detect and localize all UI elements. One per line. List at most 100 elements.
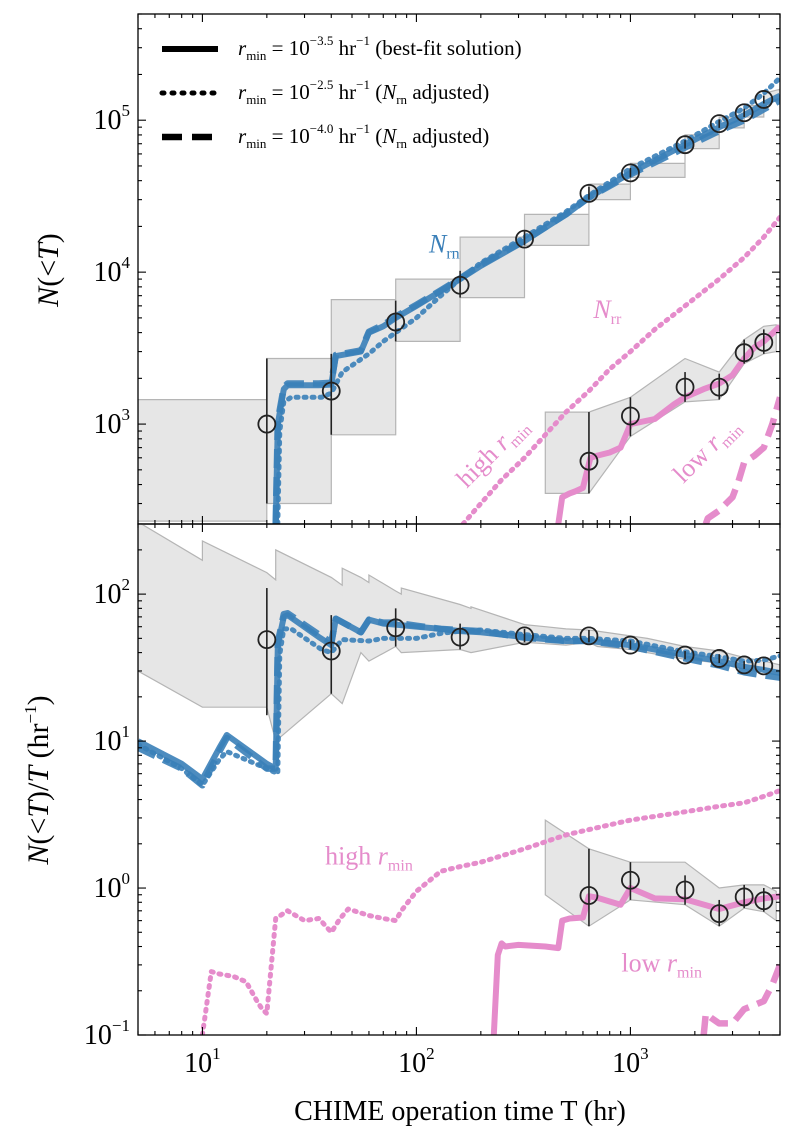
rn-point-1	[321, 353, 341, 435]
series-line-1	[275, 75, 780, 524]
top-series-lines	[272, 75, 780, 524]
tick-exponent: 3	[640, 1044, 649, 1063]
ylabel-unit-exp: −1	[21, 705, 40, 723]
top-data-points	[257, 90, 774, 504]
tick-base: 10	[184, 1048, 212, 1079]
legend-label-solid: rmin = 10−3.5 hr−1 (best-fit solution)	[238, 33, 522, 63]
legend-note-N: N	[381, 124, 397, 148]
legend-unit: hr	[333, 36, 356, 60]
rr-point-1	[621, 862, 640, 900]
x-axis-label: CHIME operation time T (hr)	[294, 1096, 626, 1127]
rn-point-10	[754, 656, 774, 676]
legend-note-open: (	[370, 124, 382, 148]
ylabel-T: T	[22, 799, 55, 818]
tick-exponent: 2	[426, 1044, 435, 1063]
ylabel-paren: (<	[22, 818, 55, 845]
data-marker	[734, 887, 754, 907]
ylabel-symbol: N	[32, 285, 65, 308]
rr-point-1	[621, 397, 640, 437]
legend-eq: = 10	[266, 80, 309, 104]
data-marker	[754, 90, 774, 109]
legend-r: r	[238, 80, 247, 104]
tick-exponent: 0	[122, 869, 131, 888]
legend-note-sub: rn	[396, 92, 407, 107]
annotation-word: low	[621, 949, 667, 978]
legend-exp: −3.5	[310, 33, 334, 48]
rn-point-0	[257, 358, 277, 504]
data-marker	[386, 618, 406, 638]
rn-point-7	[675, 645, 695, 665]
rr-point-2	[675, 372, 695, 402]
rn-point-7	[675, 135, 695, 155]
ylabel-paren-close: )	[32, 233, 65, 243]
data-marker	[734, 103, 754, 123]
data-marker	[709, 649, 729, 668]
tick-exponent: 1	[122, 722, 131, 741]
rr-point-0	[579, 848, 599, 927]
ylabel-paren: (<	[32, 260, 65, 287]
data-marker	[709, 377, 729, 397]
legend-eq: = 10	[266, 36, 309, 60]
annotation-subscript: rn	[446, 245, 459, 262]
data-marker	[675, 880, 695, 900]
data-marker	[579, 626, 599, 646]
legend-note-open: (	[370, 80, 382, 104]
tick-base: 10	[612, 1048, 640, 1079]
data-marker	[579, 451, 599, 471]
legend-unit-exp: −1	[356, 33, 370, 48]
data-marker	[515, 229, 534, 249]
rr-point-2	[675, 875, 695, 905]
annotation-symbol: r	[378, 841, 389, 870]
ylabel-symbol: N	[22, 843, 55, 866]
tick-exponent: 1	[212, 1044, 221, 1063]
legend-unit: hr	[333, 124, 356, 148]
annotation-subscript: min	[388, 857, 413, 874]
rn-point-10	[754, 90, 774, 109]
legend-note-sub: rn	[396, 136, 407, 151]
legend-sub: min	[246, 48, 267, 63]
y-tick-label-2: 105	[94, 101, 131, 136]
rr-point-3	[709, 899, 729, 927]
series-line-4	[460, 214, 780, 524]
rn-point-6	[621, 635, 640, 655]
data-marker	[621, 163, 640, 183]
tick-base: 10	[94, 726, 122, 757]
annotation-1: Nrr	[592, 295, 622, 328]
series-line-2	[272, 97, 780, 524]
data-marker	[579, 886, 599, 905]
data-marker	[321, 381, 341, 401]
tick-base: 10	[398, 1048, 426, 1079]
y-tick-label-0: 10−1	[84, 1016, 130, 1051]
rn-point-9	[734, 655, 754, 675]
annotation-word: high	[325, 841, 378, 870]
rn-point-5	[579, 626, 599, 646]
bottom-data-points	[257, 588, 774, 927]
annotation-symbol: N	[428, 229, 448, 258]
rn-point-8	[709, 649, 729, 668]
legend-sub: min	[246, 136, 267, 151]
bottom-y-axis-label: N(<T)/T (hr−1)	[21, 695, 55, 865]
series-line-1	[138, 626, 780, 788]
rr-point-4	[734, 339, 754, 364]
rn-point-6	[621, 163, 640, 183]
annotation-0: Nrn	[428, 229, 460, 262]
ylabel-unit: (hr	[22, 723, 55, 765]
legend-r: r	[238, 36, 247, 60]
data-marker	[754, 332, 774, 352]
tick-exponent: 3	[122, 405, 131, 424]
tick-base: 10	[94, 105, 122, 136]
x-axis-ticks: 101 102 103	[184, 1044, 649, 1079]
y-tick-label-0: 103	[94, 405, 131, 440]
rn-point-8	[709, 114, 729, 133]
data-marker	[675, 135, 695, 155]
data-marker	[386, 312, 406, 332]
rn-point-9	[734, 103, 754, 123]
rn-point-3	[450, 270, 470, 298]
annotation-subscript: rr	[611, 311, 622, 328]
legend: rmin = 10−3.5 hr−1 (best-fit solution)rm…	[159, 33, 522, 151]
legend-note-close: adjusted)	[407, 80, 489, 104]
rr-point-4	[734, 884, 754, 909]
